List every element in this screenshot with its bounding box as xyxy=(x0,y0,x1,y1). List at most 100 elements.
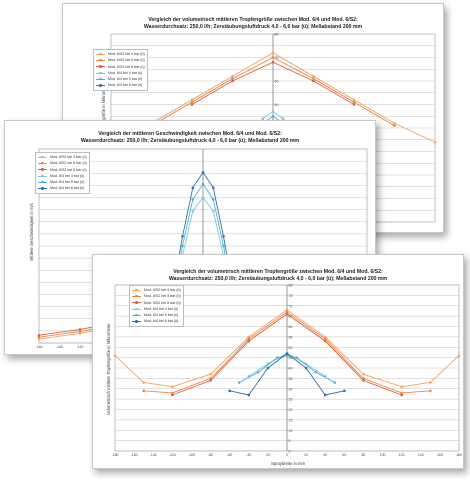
legend-item: Mod. 6/S2 bei 5 bar (ü) xyxy=(38,160,87,166)
legend-item: Mod. 6/S2 bei 6 bar (ü) xyxy=(96,64,145,70)
data-point xyxy=(247,339,251,343)
data-point xyxy=(181,235,184,238)
chart-title-line-2: Wasserdurchsatz: 250,0 l/h; Zerstäubungs… xyxy=(168,276,388,282)
data-point xyxy=(190,100,194,104)
data-point xyxy=(171,393,174,397)
data-point xyxy=(433,140,437,144)
data-point xyxy=(78,332,82,335)
data-point xyxy=(312,79,315,83)
data-point xyxy=(190,103,194,106)
chart-legend: Mod. 6/S2 bei 4 bar (ü) Mod. 6/S2 bei 5 b… xyxy=(93,49,148,91)
y-tick-label: 60 xyxy=(289,325,293,329)
legend-item: Mod. 6/4 bei 5 bar (ü) xyxy=(132,312,181,318)
legend-label: Mod. 6/4 bei 6 bar (ü) xyxy=(108,83,143,88)
legend-swatch xyxy=(132,307,141,311)
chart-y-axis-label: Mittlere Geschwindigkeit in m/s xyxy=(29,203,34,261)
data-point xyxy=(333,381,337,384)
x-tick-label: 80 xyxy=(361,453,365,457)
data-point xyxy=(171,385,174,388)
x-tick-label: -140 xyxy=(56,345,63,349)
x-tick-label: 160 xyxy=(437,453,443,457)
data-point xyxy=(393,122,396,125)
y-tick-label: 50 xyxy=(275,103,279,107)
y-tick-label: 35 xyxy=(289,377,293,381)
chart-y-axis-label: Volumetrisch mittlere Tropfengröße in Mi… xyxy=(106,323,111,415)
legend-label: Mod. 6/4 bei 4 bar (ü) xyxy=(144,306,179,311)
data-point xyxy=(271,110,275,113)
data-point xyxy=(266,366,270,370)
legend-item: Mod. 6/S2 bei 6 bar (ü) xyxy=(132,300,181,306)
chart-x-axis-label: Spraybreite in mm xyxy=(271,461,305,466)
legend-label: Mod. 6/4 bei 4 bar (ü) xyxy=(108,70,143,75)
data-point xyxy=(211,209,215,213)
chart-title-line-1: Vergleich der mittleren Geschwindigkeit … xyxy=(98,131,282,137)
data-point xyxy=(190,98,194,102)
y-tick-label: 45 xyxy=(289,356,293,360)
legend-label: Mod. 6/S2 bei 6 bar (ü) xyxy=(50,167,87,172)
data-point xyxy=(201,196,205,199)
data-point xyxy=(191,209,195,213)
data-point xyxy=(222,244,225,248)
legend-item: Mod. 6/4 bei 6 bar (ü) xyxy=(132,318,181,324)
y-tick-label: 75 xyxy=(289,294,293,298)
data-point xyxy=(352,103,356,106)
legend-label: Mod. 6/4 bei 4 bar (ü) xyxy=(50,173,85,178)
y-tick-label: 30 xyxy=(289,387,293,391)
data-point xyxy=(231,77,234,80)
chart-title-line-2: Wasserdurchsatz: 250,0 l/h; Zerstäubungs… xyxy=(143,24,363,30)
legend-item: Mod. 6/S2 bei 6 bar (ü) xyxy=(38,167,87,173)
legend-item: Mod. 6/4 bei 4 bar (ü) xyxy=(132,306,181,312)
x-tick-label: 60 xyxy=(342,453,346,457)
x-tick-label: 20 xyxy=(304,453,308,457)
x-tick-label: 100 xyxy=(380,453,386,457)
legend-label: Mod. 6/S2 bei 4 bar (ü) xyxy=(144,288,181,292)
legend-label: Mod. 6/4 bei 5 bar (ü) xyxy=(50,180,85,185)
data-point xyxy=(191,198,195,201)
legend-swatch xyxy=(38,187,47,190)
data-point xyxy=(257,370,260,374)
legend-label: Mod. 6/S2 bei 4 bar (ü) xyxy=(50,155,87,159)
data-point xyxy=(181,244,184,248)
legend-item: Mod. 6/S2 bei 5 bar (ü) xyxy=(132,293,181,299)
data-point xyxy=(343,389,346,393)
x-tick-label: -160 xyxy=(131,453,138,457)
legend-swatch xyxy=(132,294,141,298)
data-point xyxy=(201,182,205,186)
legend-swatch xyxy=(132,320,141,323)
y-tick-label: 10 xyxy=(289,429,293,433)
y-tick-label: 0 xyxy=(289,450,291,454)
data-point xyxy=(457,354,461,357)
data-point xyxy=(247,337,251,341)
data-point xyxy=(400,393,403,397)
data-point xyxy=(211,198,215,201)
y-tick-label: 80 xyxy=(289,284,293,288)
data-point xyxy=(271,60,275,64)
data-point xyxy=(211,186,215,190)
data-point xyxy=(281,117,285,120)
data-point xyxy=(113,354,117,357)
chart-title-line-1: Vergleich der volumetrisch mittleren Tro… xyxy=(173,269,383,275)
data-point xyxy=(400,391,403,395)
legend-swatch xyxy=(38,180,47,184)
legend-label: Mod. 6/4 bei 5 bar (ü) xyxy=(108,77,143,82)
y-tick-label: 15 xyxy=(289,418,293,422)
data-point xyxy=(304,366,308,370)
data-point xyxy=(191,186,195,190)
x-tick-label: -20 xyxy=(265,453,270,457)
chart-title-line-1: Vergleich der volumetrisch mittleren Tro… xyxy=(148,17,358,23)
x-tick-label: 120 xyxy=(399,453,405,457)
y-tick-label: 60 xyxy=(275,80,279,84)
legend-item: Mod. 6/4 bei 5 bar (ü) xyxy=(96,76,145,82)
data-point xyxy=(78,328,82,331)
data-point xyxy=(352,100,356,104)
data-point xyxy=(323,339,327,343)
data-point xyxy=(209,379,212,382)
data-point xyxy=(142,389,145,393)
data-point xyxy=(323,393,327,397)
data-point xyxy=(78,330,82,333)
data-point xyxy=(312,75,315,78)
data-point xyxy=(285,312,289,316)
legend-label: Mod. 6/S2 bei 5 bar (ü) xyxy=(144,294,181,299)
x-tick-label: -80 xyxy=(208,453,213,457)
data-point xyxy=(323,337,327,341)
